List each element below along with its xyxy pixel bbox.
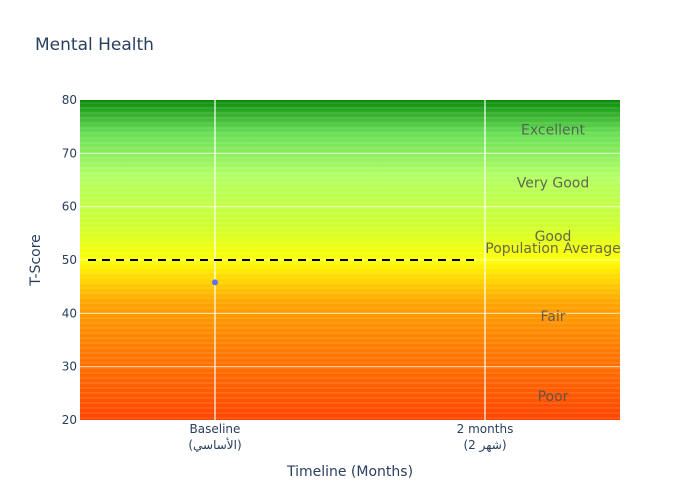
x-tick-sublabel: (شهر 2): [463, 438, 506, 453]
data-points: [212, 279, 218, 286]
x-axis-ticks: Baseline(الأساسي) 2 months (شهر 2): [188, 422, 513, 453]
population-average-label: Population Average: [485, 241, 621, 257]
band-label: Very Good: [517, 176, 589, 192]
band-label: Excellent: [521, 122, 585, 138]
x-tick-sublabel: (الأساسي): [188, 437, 241, 452]
data-point: [212, 279, 218, 286]
y-axis-title: T-Score: [28, 234, 44, 287]
y-axis-ticks: 20 30 40 50 60 70 80: [62, 93, 77, 427]
chart-title: Mental Health: [35, 35, 154, 55]
y-tick-label: 70: [62, 146, 77, 160]
band-label: Poor: [538, 389, 569, 405]
y-tick-label: 30: [62, 360, 77, 374]
band-labels: Poor Fair Good Very Good Excellent: [517, 122, 589, 405]
x-tick-label: Baseline: [190, 422, 241, 436]
y-tick-label: 80: [62, 93, 77, 107]
band-label: Fair: [541, 309, 566, 325]
y-tick-label: 60: [62, 200, 77, 214]
y-tick-label: 20: [62, 413, 77, 427]
y-tick-label: 50: [62, 253, 77, 267]
x-axis-title: Timeline (Months): [286, 464, 413, 480]
y-tick-label: 40: [62, 306, 77, 320]
x-tick-label: 2 months: [457, 422, 514, 436]
band-label: Good: [535, 229, 572, 245]
